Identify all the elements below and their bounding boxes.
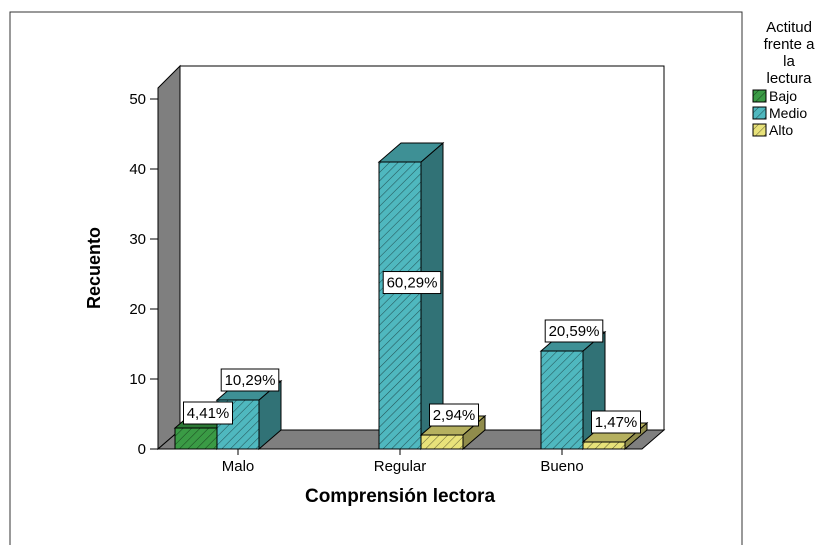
data-label: 20,59% bbox=[544, 319, 604, 343]
data-label: 60,29% bbox=[382, 271, 442, 295]
svg-text:2,94%: 2,94% bbox=[433, 407, 476, 424]
svg-text:10,29%: 10,29% bbox=[225, 372, 276, 389]
y-axis-ticks: 0 10 20 30 40 50 bbox=[129, 91, 158, 458]
legend-label: Alto bbox=[769, 122, 793, 138]
svg-text:1,47%: 1,47% bbox=[595, 414, 638, 431]
legend-title-line: la bbox=[783, 53, 795, 70]
svg-text:20,59%: 20,59% bbox=[549, 323, 600, 340]
y-axis-title: Recuento bbox=[84, 227, 104, 309]
x-axis-title: Comprensión lectora bbox=[305, 486, 495, 507]
legend-item-alto: Alto bbox=[752, 122, 793, 138]
y-tick-label: 10 bbox=[129, 371, 146, 388]
legend-title-line: frente a bbox=[764, 36, 816, 53]
y-tick-label: 20 bbox=[129, 301, 146, 318]
data-label: 1,47% bbox=[591, 410, 641, 434]
data-label: 2,94% bbox=[429, 403, 479, 427]
bar-medio-bueno bbox=[539, 330, 607, 451]
x-category-label: Bueno bbox=[540, 458, 583, 475]
chart-side-wall bbox=[157, 64, 181, 451]
legend-item-bajo: Bajo bbox=[752, 88, 797, 104]
x-axis-categories: Malo Regular Bueno bbox=[222, 449, 584, 475]
data-labels: 4,41% 10,29% 60,29% 20,59% 2,94% 1,47% bbox=[183, 271, 641, 434]
legend-label: Medio bbox=[769, 105, 807, 121]
y-tick-label: 50 bbox=[129, 91, 146, 108]
data-label: 4,41% bbox=[183, 401, 233, 425]
y-tick-label: 30 bbox=[129, 231, 146, 248]
legend-title-line: lectura bbox=[766, 70, 812, 87]
legend-item-medio: Medio bbox=[752, 105, 807, 121]
legend-label: Bajo bbox=[769, 88, 797, 104]
legend-title-line: Actitud bbox=[766, 19, 812, 36]
x-category-label: Malo bbox=[222, 458, 255, 475]
y-tick-label: 0 bbox=[138, 441, 146, 458]
chart-frame bbox=[9, 11, 743, 550]
svg-text:4,41%: 4,41% bbox=[187, 405, 230, 422]
data-label: 10,29% bbox=[220, 368, 280, 392]
svg-text:60,29%: 60,29% bbox=[387, 275, 438, 292]
bar-medio-regular bbox=[377, 141, 445, 451]
y-tick-label: 40 bbox=[129, 161, 146, 178]
x-category-label: Regular bbox=[374, 458, 427, 475]
